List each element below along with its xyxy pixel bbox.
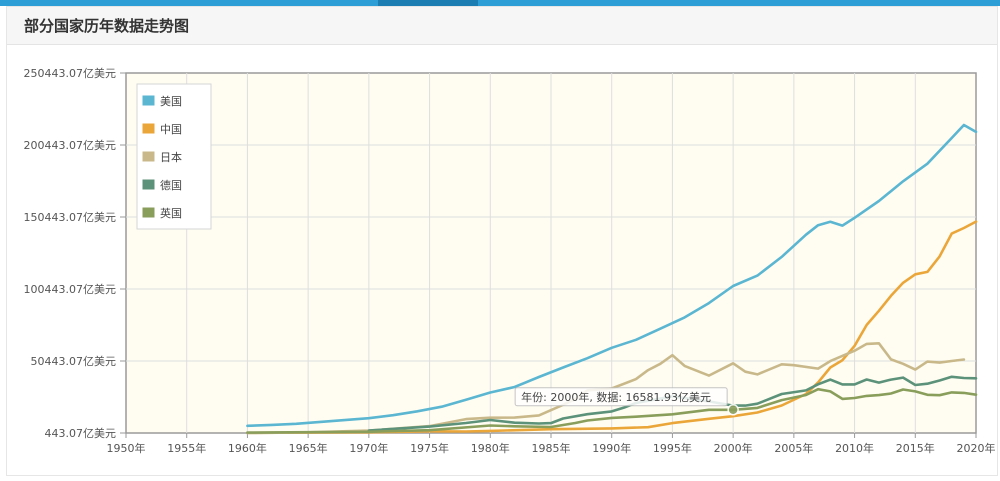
x-tick-label: 1950年	[107, 441, 146, 455]
y-tick-label: 200443.07亿美元	[24, 139, 117, 152]
grid-lines	[126, 73, 976, 433]
series-line[interactable]	[246, 387, 978, 434]
x-tick-label: 1965年	[289, 441, 328, 455]
legend-label[interactable]: 中国	[160, 123, 182, 136]
data-tooltip: 年份: 2000年, 数据: 16581.93亿美元	[514, 387, 739, 416]
x-tick-label: 1990年	[592, 441, 631, 455]
top-accent-tab[interactable]	[378, 0, 478, 6]
x-tick-label: 2010年	[835, 441, 874, 455]
legend-swatch[interactable]	[141, 206, 156, 219]
y-tick-label: 100443.07亿美元	[24, 283, 117, 296]
tooltip-box	[514, 387, 728, 407]
legend-label[interactable]: 德国	[160, 178, 182, 192]
x-tick-label: 1985年	[532, 441, 571, 455]
x-tick-label: 2000年	[714, 441, 753, 455]
series-line[interactable]	[246, 123, 978, 428]
top-accent-bar	[0, 0, 1000, 6]
y-axis: 443.07亿美元 50443.07亿美元 100443.07亿美元 150443.0…	[24, 67, 126, 440]
x-tick-label: 1970年	[349, 441, 388, 455]
hover-point-marker[interactable]	[727, 404, 739, 416]
series-lines	[246, 123, 978, 435]
x-tick-label: 2020年	[957, 441, 996, 455]
legend-swatch[interactable]	[141, 150, 156, 163]
x-tick-label: 2015年	[896, 441, 935, 455]
y-tick-label: 50443.07亿美元	[31, 355, 117, 368]
legend-swatch[interactable]	[141, 122, 156, 135]
x-tick-label: 1975年	[410, 441, 449, 455]
x-tick-label: 2005年	[774, 441, 813, 455]
series-line[interactable]	[367, 375, 978, 432]
page-title: 部分国家历年数据走势图	[24, 17, 190, 35]
legend-label[interactable]: 日本	[160, 150, 182, 164]
y-tick-label: 443.07亿美元	[45, 427, 117, 440]
panel-header: 部分国家历年数据走势图	[7, 7, 997, 45]
x-tick-label: 1995年	[653, 441, 692, 455]
tooltip-text: 年份: 2000年, 数据: 16581.93亿美元	[521, 390, 711, 404]
legend-label[interactable]: 美国	[160, 95, 182, 108]
y-tick-label: 150443.07亿美元	[24, 211, 117, 224]
x-tick-label: 1980年	[471, 441, 510, 455]
legend-swatch[interactable]	[141, 94, 156, 107]
x-tick-label: 1960年	[228, 441, 267, 455]
legend-swatch[interactable]	[141, 178, 156, 191]
y-tick-label: 250443.07亿美元	[24, 67, 117, 80]
legend-label[interactable]: 英国	[160, 206, 182, 220]
series-line[interactable]	[246, 342, 966, 435]
x-axis: 1950年 1955年 1960年 1965年 1970年 1975年 1980年 1985年…	[107, 433, 996, 455]
x-tick-label: 1955年	[167, 441, 206, 455]
